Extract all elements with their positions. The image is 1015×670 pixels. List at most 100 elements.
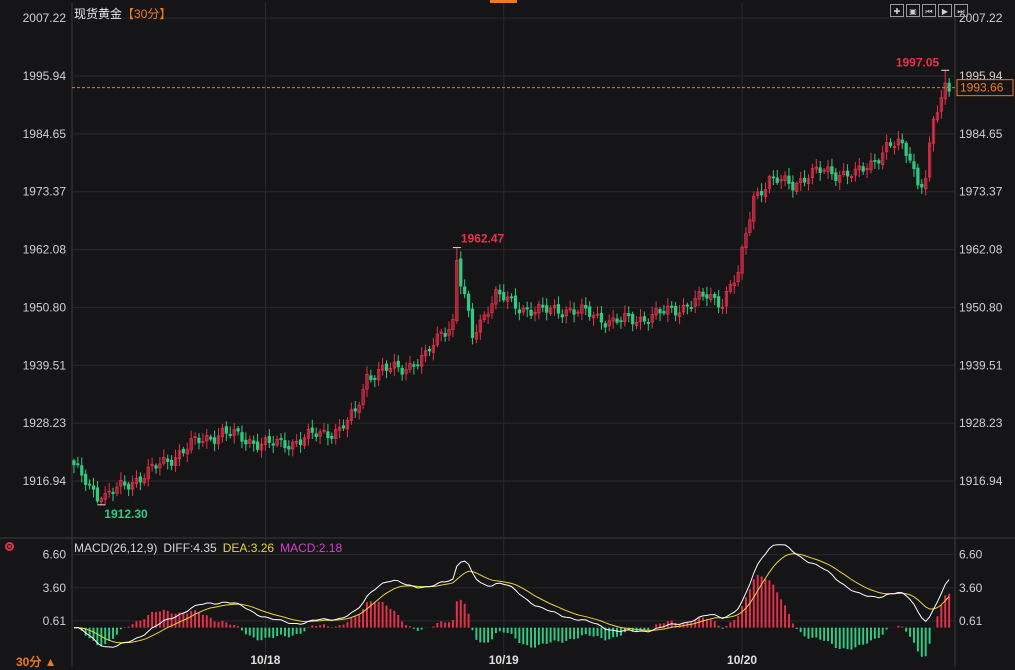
candle-body [295,440,299,444]
candle-body [357,404,361,413]
candle-body [873,160,877,162]
candle-body [822,169,826,172]
macd-settings-icon[interactable] [5,542,14,551]
candle-body [924,177,928,189]
candle-body [127,483,131,490]
candle-body [377,369,381,381]
period-selector[interactable]: 30分 ▲ [16,655,57,669]
candle-body [607,320,611,327]
candle-body [244,439,248,445]
price-tick-label-right: 2007.22 [959,11,1003,25]
candle-body [431,344,436,353]
candle-body [658,309,662,314]
candle-body [834,172,838,181]
candle-body [748,219,752,233]
candle-body [314,433,318,438]
candle-body [693,298,697,307]
candle-body [216,435,221,445]
low-price-annotation: 1912.30 [104,507,148,521]
date-tick-label: 10/20 [727,653,757,667]
candle-body [877,160,881,164]
crosshair-icon[interactable]: ✚ [890,4,904,17]
candle-body [447,329,451,336]
candle-body [435,333,439,346]
candle-body [545,305,549,313]
candle-body [783,175,787,181]
candle-body [623,312,627,323]
candle-body [173,457,178,466]
candle-body [365,373,369,390]
candle-body [838,175,842,183]
price-tick-label-left: 1916.94 [23,474,67,488]
candle-body [443,333,447,337]
candle-body [537,304,541,314]
candle-body [279,438,283,440]
price-tick-label-left: 1962.08 [23,243,67,257]
candle-body [709,294,713,300]
candle-body [720,306,725,309]
candle-body [150,463,154,467]
play-icon[interactable]: ▶ [938,4,952,17]
candle-body [521,307,525,313]
step-back-icon[interactable]: ⏮ [922,4,936,17]
candle-body [373,377,377,380]
candle-body [599,312,604,323]
candle-body [674,305,678,316]
candle-body [306,428,310,439]
candle-body [787,175,791,184]
candle-body [552,305,557,309]
candle-body [228,434,232,436]
candle-body [931,118,936,144]
candle-body [181,448,185,454]
candle-body [134,477,139,485]
current-price-tag [956,79,1014,97]
candle-body [326,431,330,439]
candle-body [166,458,170,462]
candle-body [591,315,596,319]
macd-tick-label-left: 0.61 [43,614,67,628]
candle-body [713,294,717,298]
candle-body [201,440,205,443]
candle-body [502,292,506,301]
instrument-name: 现货黄金 [74,7,123,21]
candle-body [806,178,811,184]
fit-icon[interactable]: ▣ [906,4,920,17]
timeframe-label[interactable]: 【30分】 [122,7,172,21]
candle-body [638,316,643,323]
candle-body [759,190,764,196]
candle-body [615,318,619,323]
candle-body [271,443,275,446]
candle-body [76,463,80,466]
candle-body [881,152,885,165]
candle-body [611,317,615,322]
candle-body [318,431,322,437]
candle-body [396,360,400,368]
candle-body [588,306,592,317]
candle-body [388,367,393,373]
candle-body [576,311,580,314]
price-tick-label-left: 1939.51 [23,358,67,372]
candle-body [404,369,408,374]
candle-body [705,294,709,299]
macd-legend: MACD(26,12,9) DIFF:4.35 DEA:3.26 MACD:2.18 [74,541,348,555]
candle-body [689,307,693,309]
candle-body [560,314,564,318]
candle-body [619,320,623,323]
candle-body [345,419,350,430]
candle-body [302,437,307,446]
macd-tick-label-right: 6.60 [959,548,983,562]
candle-body [506,296,510,302]
step-forward-icon[interactable]: ⏭ [954,4,968,17]
candle-body [310,427,314,433]
candle-body [154,465,158,469]
candle-body [580,304,584,314]
candle-body [334,429,338,439]
candle-body [752,195,756,222]
price-tick-label-left: 1928.23 [23,416,67,430]
chart-tab-marker [490,0,517,3]
candle-body [732,282,736,287]
candle-body [767,176,772,189]
candle-body [513,295,518,309]
candle-body [642,316,646,322]
candle-body [84,473,88,485]
